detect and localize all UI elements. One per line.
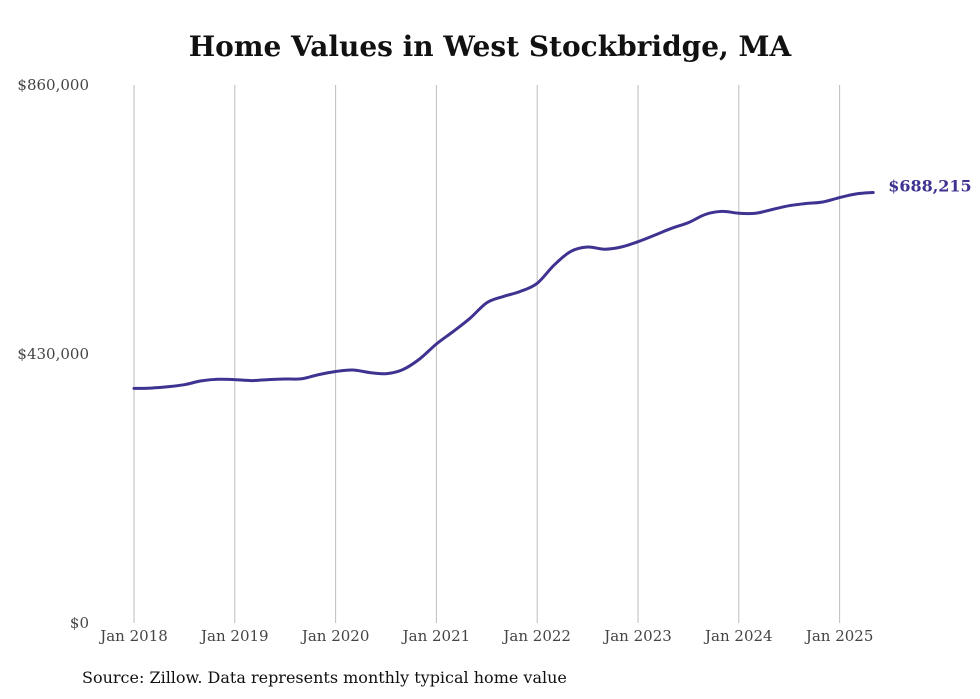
x-axis: Jan 2018 Jan 2019 Jan 2020 Jan 2021 Jan 2022…	[98, 627, 873, 645]
series-layer: $688,215	[132, 176, 972, 390]
y-axis: $0 $430,000 $860,000	[17, 76, 89, 632]
source-note: Source: Zillow. Data represents monthly …	[82, 668, 567, 687]
y-tick-label: $430,000	[17, 345, 89, 363]
series-line	[132, 191, 875, 390]
x-tick-label: Jan 2024	[703, 627, 773, 645]
x-tick-label: Jan 2019	[199, 627, 269, 645]
x-tick-label: Jan 2020	[300, 627, 370, 645]
x-tick-label: Jan 2022	[501, 627, 571, 645]
x-tick-label: Jan 2018	[98, 627, 168, 645]
y-tick-label: $860,000	[17, 76, 89, 94]
x-tick-label: Jan 2021	[401, 627, 471, 645]
y-tick-label: $0	[70, 614, 89, 632]
chart-title: Home Values in West Stockbridge, MA	[188, 30, 792, 63]
x-tick-label: Jan 2025	[804, 627, 874, 645]
grid-lines	[133, 85, 841, 623]
x-tick-label: Jan 2023	[602, 627, 672, 645]
end-value-label: $688,215	[888, 176, 972, 195]
